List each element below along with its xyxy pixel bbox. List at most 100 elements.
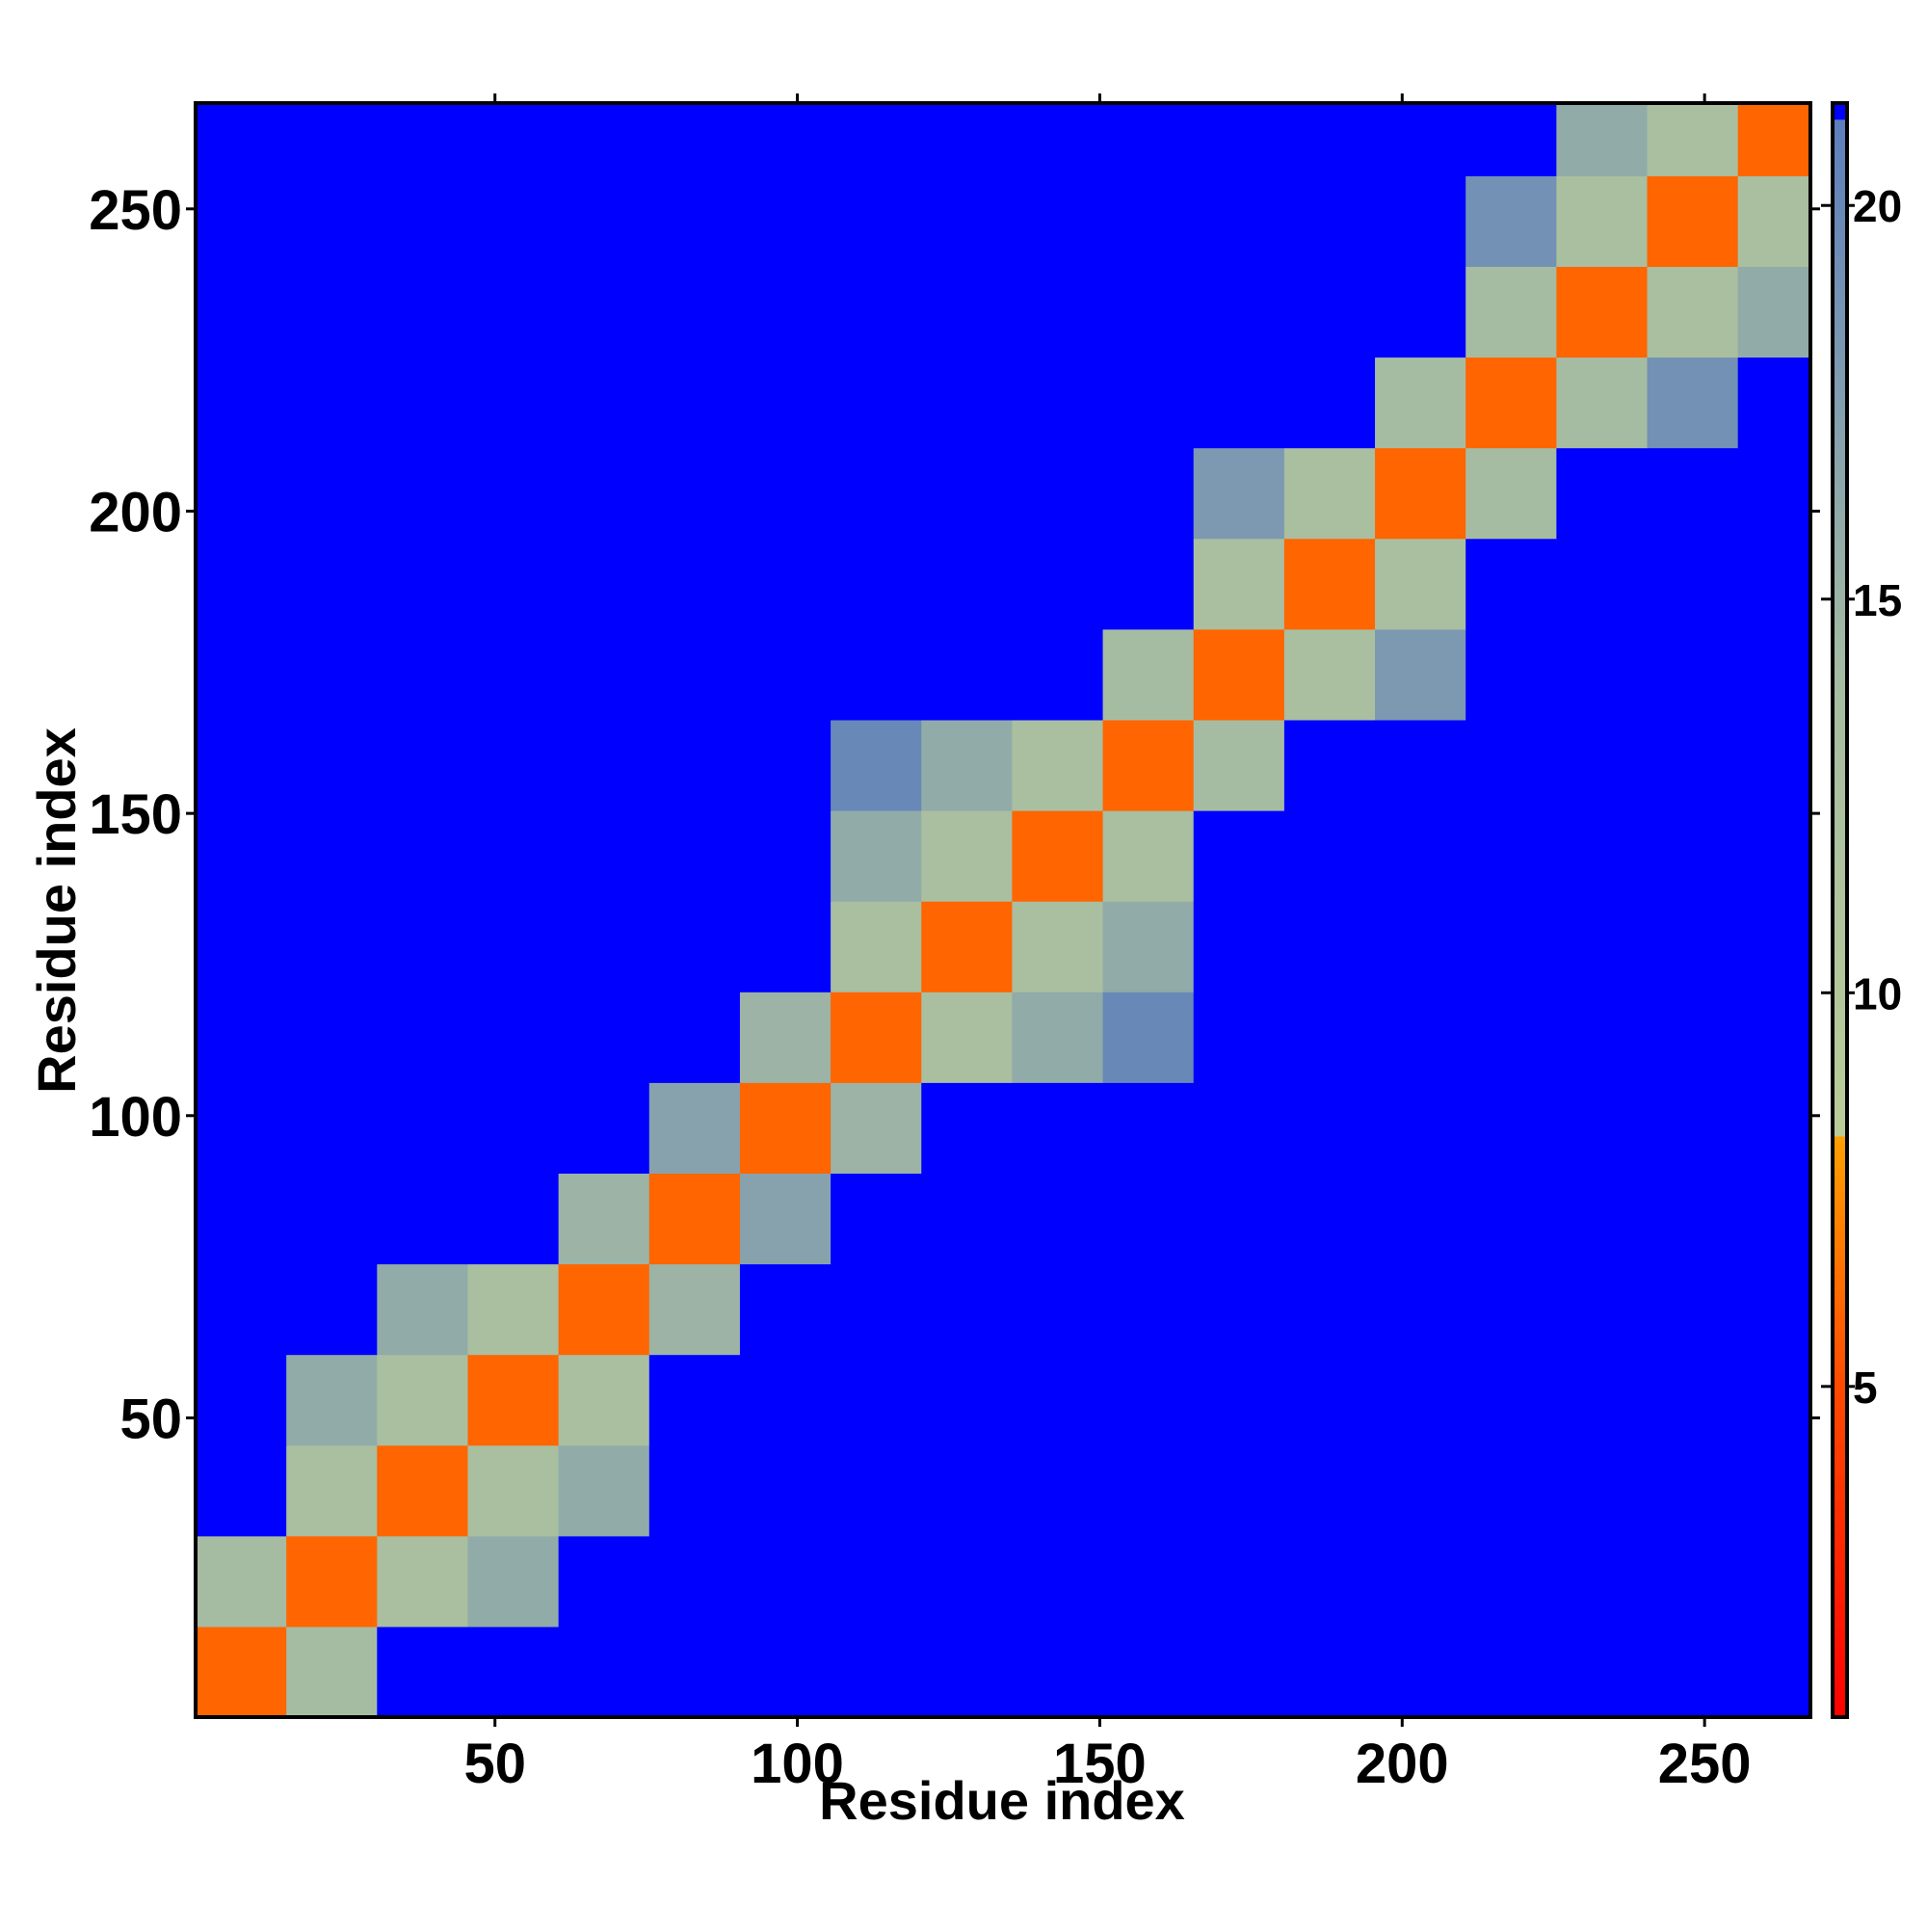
x-tick-label: 150 — [1053, 1733, 1147, 1795]
heatmap-cell — [1283, 1173, 1376, 1265]
colorbar-segment — [1833, 377, 1847, 386]
heatmap-cell — [739, 1263, 832, 1356]
colorbar-segment — [1833, 1160, 1847, 1169]
heatmap-cell — [377, 1626, 469, 1718]
colorbar-frame — [1831, 101, 1849, 1719]
heatmap-cell — [921, 719, 1014, 811]
colorbar-segment — [1833, 1144, 1847, 1153]
colorbar-segment — [1833, 821, 1847, 831]
heatmap-cell — [377, 538, 469, 630]
heatmap-cell — [1283, 447, 1376, 540]
colorbar-segment — [1833, 974, 1847, 984]
colorbar-segment — [1833, 103, 1847, 112]
heatmap-cell — [1102, 1354, 1195, 1446]
colorbar-segment — [1833, 982, 1847, 992]
heatmap-cell — [1465, 809, 1557, 902]
heatmap-cell — [831, 719, 922, 811]
heatmap-cell — [1102, 103, 1195, 176]
colorbar-segment — [1833, 515, 1847, 523]
heatmap-cell — [1737, 175, 1811, 267]
colorbar-segment — [1833, 1434, 1847, 1443]
heatmap-cell — [831, 538, 922, 630]
heatmap-cell — [377, 992, 469, 1083]
heatmap-cell — [1737, 357, 1811, 449]
heatmap-cell — [558, 538, 650, 630]
colorbar-segment — [1833, 369, 1847, 379]
x-tick-label: 50 — [463, 1733, 526, 1795]
colorbar-segment — [1833, 934, 1847, 943]
colorbar-segment — [1833, 781, 1847, 790]
heatmap-cell — [1283, 992, 1376, 1083]
heatmap-cell — [1556, 175, 1649, 267]
heatmap-cell — [1647, 447, 1739, 540]
colorbar-segment — [1833, 304, 1847, 314]
colorbar-segment — [1833, 684, 1847, 693]
heatmap-cell — [1193, 1173, 1285, 1265]
colorbar-segment — [1833, 1579, 1847, 1589]
heatmap-cell — [1465, 992, 1557, 1083]
heatmap-cell — [1012, 719, 1104, 811]
heatmap-cell — [1556, 538, 1649, 630]
heatmap-cell — [467, 357, 560, 449]
heatmap-cell — [286, 1263, 378, 1356]
colorbar-segment — [1833, 135, 1847, 145]
heatmap-cell — [467, 901, 560, 992]
colorbar-segment — [1833, 692, 1847, 701]
colorbar-segment — [1833, 797, 1847, 807]
colorbar-segment — [1833, 1386, 1847, 1395]
colorbar-segment — [1833, 675, 1847, 685]
colorbar-segment — [1833, 861, 1847, 871]
colorbar-segment — [1833, 740, 1847, 750]
heatmap-cell — [196, 901, 287, 992]
colorbar-segment — [1833, 869, 1847, 879]
colorbar-segment — [1833, 1168, 1847, 1178]
colorbar-segment — [1833, 1362, 1847, 1371]
heatmap-cell — [558, 1444, 650, 1537]
heatmap-cell — [558, 628, 650, 721]
heatmap-cell — [831, 1082, 922, 1174]
heatmap-cell — [467, 1444, 560, 1537]
heatmap-cell — [196, 1444, 287, 1537]
heatmap-cell — [1465, 901, 1557, 992]
heatmap-cell — [1647, 1082, 1739, 1174]
heatmap-cell — [1375, 1354, 1466, 1446]
colorbar-segment — [1833, 805, 1847, 814]
heatmap-cell — [1647, 719, 1739, 811]
colorbar-segment — [1833, 910, 1847, 919]
heatmap-cell — [921, 1535, 1014, 1628]
colorbar-segment — [1833, 893, 1847, 903]
heatmap-cell — [1012, 447, 1104, 540]
colorbar-segment — [1833, 119, 1847, 128]
heatmap-cell — [558, 1173, 650, 1265]
heatmap-cell — [1102, 1173, 1195, 1265]
heatmap-cell — [286, 1626, 378, 1718]
heatmap-cell — [377, 1173, 469, 1265]
heatmap-cell — [196, 538, 287, 630]
colorbar-segment — [1833, 1321, 1847, 1331]
heatmap-cell — [831, 992, 922, 1083]
heatmap-cell — [1737, 809, 1811, 902]
heatmap-cell — [196, 809, 287, 902]
heatmap-cell — [286, 175, 378, 267]
heatmap-cell — [1012, 103, 1104, 176]
heatmap-cell — [739, 1173, 832, 1265]
heatmap-cell — [1465, 1354, 1557, 1446]
colorbar-segment — [1833, 1394, 1847, 1403]
colorbar-segment — [1833, 1313, 1847, 1323]
x-axis-label: Residue index — [819, 1770, 1185, 1831]
heatmap-cell — [1556, 1263, 1649, 1356]
heatmap-cell — [921, 538, 1014, 630]
heatmap-cell — [739, 1082, 832, 1174]
colorbar-segment — [1833, 1039, 1847, 1048]
heatmap-cell — [921, 1263, 1014, 1356]
colorbar-segment — [1833, 506, 1847, 516]
heatmap-cell — [467, 1173, 560, 1265]
heatmap-cell — [1283, 1082, 1376, 1174]
colorbar-segment — [1833, 1111, 1847, 1121]
x-tick-label: 200 — [1356, 1733, 1449, 1795]
heatmap-cell — [1102, 809, 1195, 902]
colorbar-segment — [1833, 329, 1847, 338]
colorbar-segment — [1833, 1563, 1847, 1573]
colorbar-segment — [1833, 659, 1847, 669]
heatmap-cell — [558, 1626, 650, 1718]
